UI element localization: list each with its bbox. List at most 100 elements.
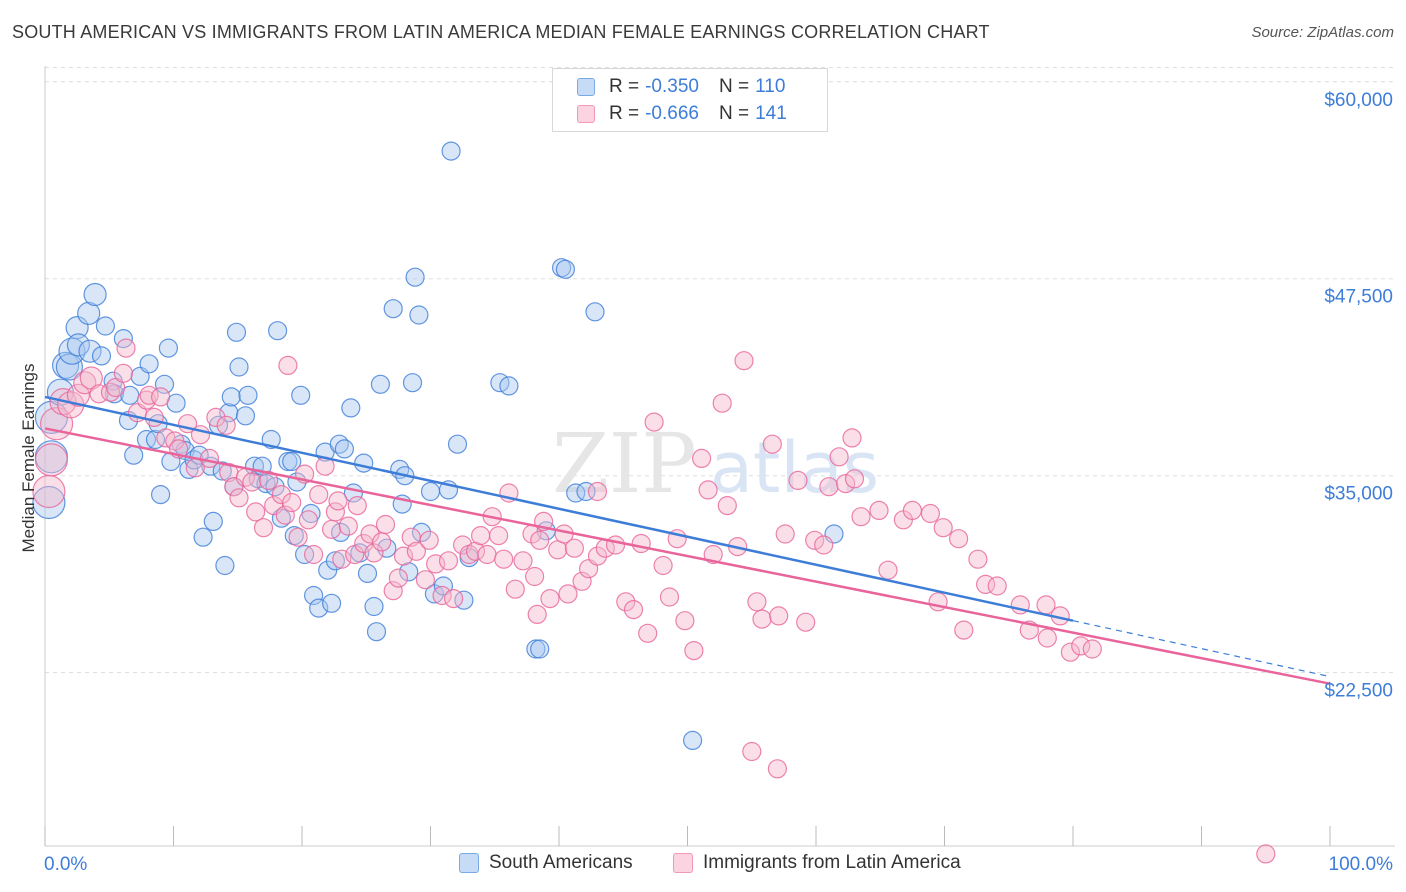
point-immigrant [631, 533, 651, 554]
point-immigrant [513, 551, 533, 571]
point-immigrant [364, 543, 384, 563]
watermark: ZIP atlas [552, 417, 879, 512]
point-immigrant [742, 741, 762, 762]
point-immigrant [842, 428, 862, 448]
legend-label: South Americans [489, 852, 633, 873]
point-south-american [91, 346, 112, 366]
point-immigrant [814, 535, 834, 555]
legend-r-value: -0.350 [645, 76, 699, 97]
y-tick-label: $35,000 [1324, 484, 1393, 505]
point-immigrant [752, 609, 772, 629]
chart-source: Source: ZipAtlas.com [1251, 24, 1394, 41]
point-immigrant [684, 640, 704, 661]
point-immigrant [375, 514, 396, 535]
legend-swatch-pink [577, 105, 595, 123]
point-south-american [32, 485, 66, 520]
point-immigrant [788, 470, 808, 490]
point-immigrant [438, 551, 459, 571]
point-immigrant [322, 519, 342, 539]
point-immigrant [1256, 844, 1276, 864]
point-south-american [215, 555, 235, 576]
point-immigrant [948, 529, 969, 549]
legend-n-value: 141 [755, 103, 787, 124]
point-immigrant [587, 481, 608, 502]
legend-swatch-blue [577, 78, 595, 96]
point-immigrant [1060, 642, 1081, 662]
point-immigrant [278, 355, 298, 375]
point-immigrant [747, 592, 767, 612]
y-tick-label: $60,000 [1324, 90, 1393, 111]
point-south-american [212, 461, 232, 481]
point-south-american [411, 522, 432, 543]
legend-r-label: R = [609, 76, 640, 97]
point-immigrant [933, 518, 953, 538]
point-immigrant [259, 470, 279, 490]
point-immigrant [564, 538, 585, 558]
point-immigrant [471, 525, 491, 546]
point-immigrant [796, 612, 816, 632]
point-immigrant [298, 510, 318, 530]
point-immigrant [489, 525, 509, 546]
point-immigrant [869, 500, 889, 520]
series-south-americans [32, 141, 844, 751]
point-immigrant [347, 496, 367, 516]
point-immigrant [572, 571, 592, 591]
point-south-american [409, 305, 429, 325]
point-south-american [555, 259, 576, 279]
point-immigrant [199, 448, 220, 468]
legend-row-immigrants: R = -0.666 N = 141 [577, 102, 787, 126]
point-south-american [291, 385, 311, 405]
point-immigrant [805, 530, 825, 550]
point-south-american [357, 563, 378, 584]
y-tick-label: $47,500 [1324, 287, 1393, 308]
point-immigrant [73, 371, 97, 395]
point-immigrant [325, 502, 345, 522]
point-immigrant [444, 588, 464, 609]
point-immigrant [644, 412, 664, 432]
watermark-atlas: atlas [710, 427, 879, 509]
point-immigrant [527, 604, 547, 625]
x-tick-label: 0.0% [44, 854, 87, 875]
point-immigrant [623, 599, 644, 620]
point-immigrant [246, 502, 266, 522]
point-immigrant [415, 570, 435, 590]
point-immigrant [1037, 628, 1057, 648]
point-immigrant [653, 555, 673, 576]
point-south-american [530, 639, 550, 659]
point-immigrant [328, 491, 348, 511]
point-south-american [193, 527, 213, 547]
legend-swatch-pink [673, 853, 693, 873]
point-immigrant [360, 524, 380, 544]
point-south-american [226, 322, 247, 342]
correlation-legend: R = -0.350 N = 110 R = -0.666 N = 141 [552, 68, 828, 132]
point-south-american [78, 339, 102, 363]
point-immigrant [406, 541, 426, 561]
point-immigrant [767, 759, 788, 779]
point-immigrant [712, 393, 732, 413]
point-immigrant [524, 566, 545, 587]
legend-r-label: R = [609, 103, 640, 124]
point-immigrant [242, 472, 262, 492]
point-immigrant [558, 584, 578, 604]
point-immigrant [987, 576, 1007, 596]
point-immigrant [902, 500, 923, 520]
point-immigrant [819, 477, 839, 497]
point-immigrant [275, 505, 295, 525]
legend-swatch-blue [459, 853, 479, 873]
point-immigrant [288, 527, 308, 547]
point-south-american [334, 439, 354, 459]
point-south-american [304, 585, 324, 606]
legend-item-south-americans: South Americans [459, 852, 633, 874]
legend-n-label: N = [718, 103, 750, 124]
point-immigrant [605, 535, 626, 555]
point-immigrant [216, 415, 236, 435]
point-immigrant [372, 532, 392, 552]
tick-labels: $22,500 $35,000 $47,500 $60,000 0.0% 100.0% [44, 90, 1393, 875]
point-south-american [124, 445, 144, 465]
point-immigrant [835, 474, 856, 494]
point-south-american [203, 511, 223, 532]
point-south-american [282, 451, 302, 472]
point-south-american [158, 338, 178, 358]
point-south-american [405, 267, 425, 287]
point-south-american [235, 406, 256, 426]
